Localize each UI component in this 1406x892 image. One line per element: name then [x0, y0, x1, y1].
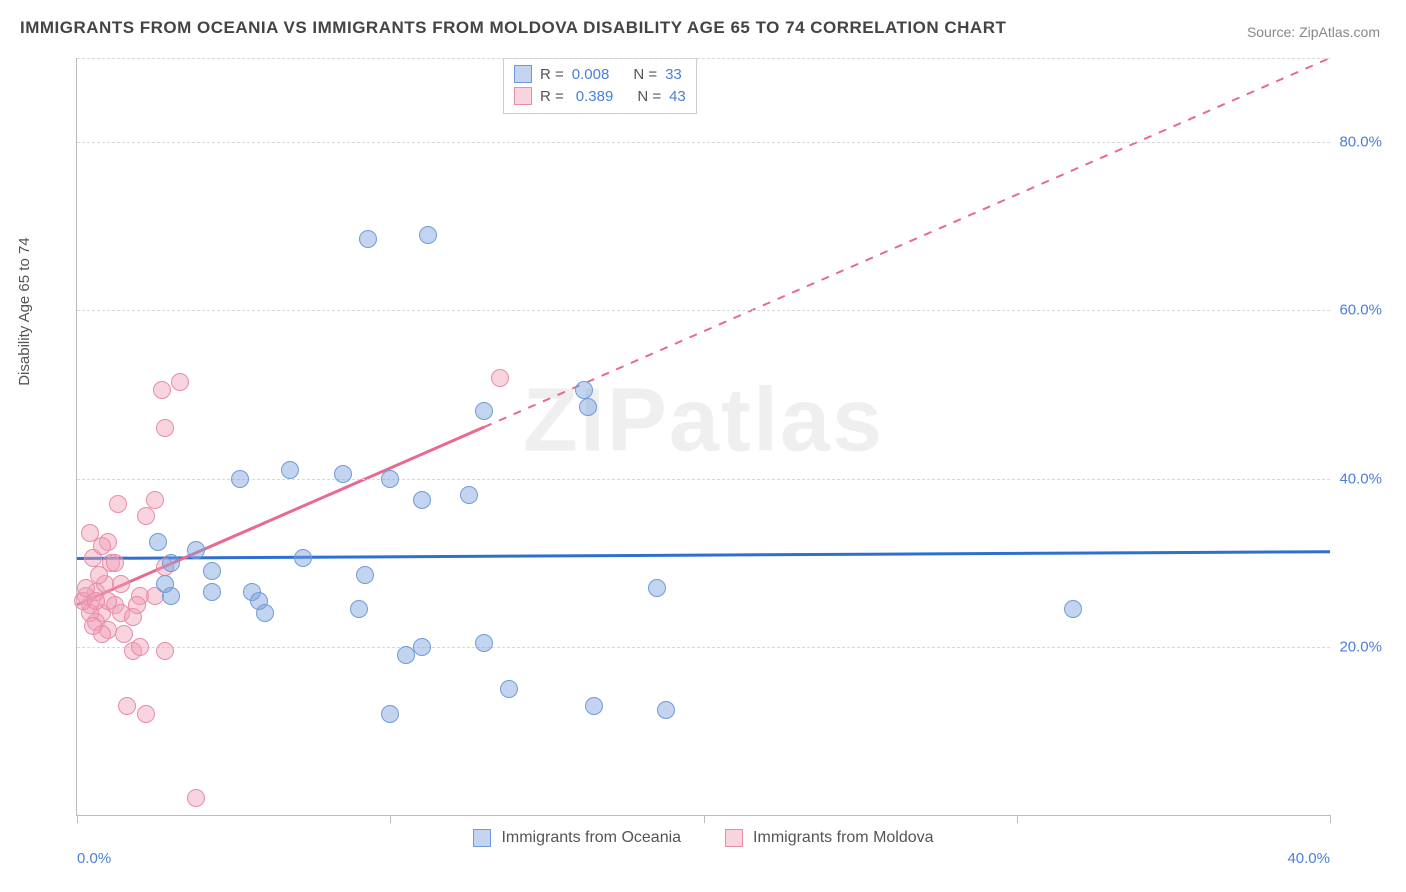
- legend-r-value: 0.008: [572, 66, 610, 83]
- x-legend-label: Immigrants from Oceania: [501, 829, 681, 847]
- data-point: [657, 701, 675, 719]
- chart-container: Disability Age 65 to 74 ZIPatlas R = 0.0…: [20, 48, 1386, 872]
- x-legend-label: Immigrants from Moldova: [753, 829, 934, 847]
- data-point: [475, 634, 493, 652]
- data-point: [294, 549, 312, 567]
- data-point: [585, 697, 603, 715]
- y-axis-label: Disability Age 65 to 74: [16, 237, 33, 385]
- data-point: [131, 638, 149, 656]
- data-point: [87, 592, 105, 610]
- data-point: [359, 230, 377, 248]
- y-tick-label: 40.0%: [1339, 470, 1382, 487]
- grid-line: [77, 647, 1330, 648]
- data-point: [500, 680, 518, 698]
- data-point: [203, 583, 221, 601]
- data-point: [171, 373, 189, 391]
- y-tick-label: 20.0%: [1339, 638, 1382, 655]
- data-point: [137, 705, 155, 723]
- chart-title: IMMIGRANTS FROM OCEANIA VS IMMIGRANTS FR…: [20, 18, 1006, 38]
- x-tick: [77, 815, 78, 823]
- plot-area: ZIPatlas R = 0.008 N = 33 R = 0.389 N = …: [76, 58, 1330, 816]
- source-label: Source: ZipAtlas.com: [1247, 24, 1380, 40]
- data-point: [156, 419, 174, 437]
- x-tick: [704, 815, 705, 823]
- x-tick: [390, 815, 391, 823]
- data-point: [356, 566, 374, 584]
- x-tick: [1330, 815, 1331, 823]
- data-point: [579, 398, 597, 416]
- data-point: [128, 596, 146, 614]
- swatch-icon: [725, 829, 743, 847]
- grid-line: [77, 58, 1330, 59]
- legend-n-label: N =: [633, 66, 657, 83]
- data-point: [115, 625, 133, 643]
- data-point: [156, 642, 174, 660]
- data-point: [413, 491, 431, 509]
- legend-r-label: R =: [540, 66, 564, 83]
- swatch-icon: [473, 829, 491, 847]
- data-point: [84, 617, 102, 635]
- legend-n-value: 33: [665, 66, 682, 83]
- swatch-icon: [514, 87, 532, 105]
- data-point: [187, 541, 205, 559]
- correlation-legend: R = 0.008 N = 33 R = 0.389 N = 43: [503, 58, 697, 114]
- data-point: [475, 402, 493, 420]
- grid-line: [77, 310, 1330, 311]
- data-point: [381, 470, 399, 488]
- data-point: [381, 705, 399, 723]
- trend-line: [77, 552, 1330, 559]
- legend-n-label: N =: [637, 88, 661, 105]
- data-point: [413, 638, 431, 656]
- data-point: [231, 470, 249, 488]
- data-point: [93, 537, 111, 555]
- y-tick-label: 80.0%: [1339, 134, 1382, 151]
- data-point: [350, 600, 368, 618]
- data-point: [109, 495, 127, 513]
- x-legend-item: Immigrants from Oceania: [473, 829, 681, 847]
- data-point: [156, 575, 174, 593]
- trend-lines: [77, 58, 1330, 815]
- legend-r-label: R =: [540, 88, 564, 105]
- data-point: [118, 697, 136, 715]
- data-point: [137, 507, 155, 525]
- data-point: [460, 486, 478, 504]
- legend-r-value: 0.389: [576, 88, 614, 105]
- data-point: [203, 562, 221, 580]
- data-point: [106, 554, 124, 572]
- legend-row-moldova: R = 0.389 N = 43: [514, 85, 686, 107]
- x-legend: Immigrants from Oceania Immigrants from …: [77, 829, 1330, 847]
- data-point: [149, 533, 167, 551]
- data-point: [334, 465, 352, 483]
- legend-n-value: 43: [669, 88, 686, 105]
- data-point: [250, 592, 268, 610]
- grid-line: [77, 142, 1330, 143]
- data-point: [162, 554, 180, 572]
- y-tick-label: 60.0%: [1339, 302, 1382, 319]
- swatch-icon: [514, 65, 532, 83]
- x-tick-label: 0.0%: [77, 850, 111, 867]
- data-point: [153, 381, 171, 399]
- x-legend-item: Immigrants from Moldova: [725, 829, 934, 847]
- data-point: [419, 226, 437, 244]
- data-point: [491, 369, 509, 387]
- data-point: [575, 381, 593, 399]
- x-tick-label: 40.0%: [1287, 850, 1330, 867]
- data-point: [187, 789, 205, 807]
- data-point: [112, 575, 130, 593]
- grid-line: [77, 479, 1330, 480]
- data-point: [281, 461, 299, 479]
- legend-row-oceania: R = 0.008 N = 33: [514, 63, 686, 85]
- x-tick: [1017, 815, 1018, 823]
- data-point: [1064, 600, 1082, 618]
- data-point: [146, 491, 164, 509]
- data-point: [648, 579, 666, 597]
